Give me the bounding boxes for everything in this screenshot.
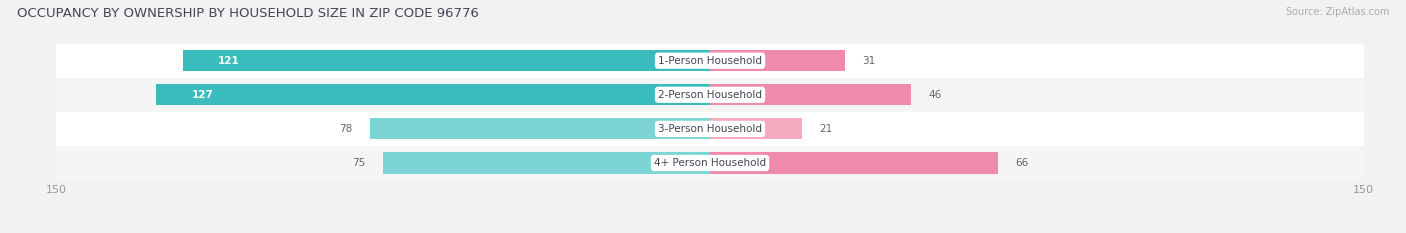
Text: 2-Person Household: 2-Person Household bbox=[658, 90, 762, 100]
Bar bbox=[156, 84, 710, 105]
Text: 121: 121 bbox=[218, 56, 239, 66]
Bar bbox=[370, 118, 710, 140]
Legend: Owner-occupied, Renter-occupied: Owner-occupied, Renter-occupied bbox=[593, 230, 827, 233]
Text: 3-Person Household: 3-Person Household bbox=[658, 124, 762, 134]
Text: 31: 31 bbox=[862, 56, 876, 66]
Text: 4+ Person Household: 4+ Person Household bbox=[654, 158, 766, 168]
Bar bbox=[710, 50, 845, 71]
Text: OCCUPANCY BY OWNERSHIP BY HOUSEHOLD SIZE IN ZIP CODE 96776: OCCUPANCY BY OWNERSHIP BY HOUSEHOLD SIZE… bbox=[17, 7, 479, 20]
Text: 78: 78 bbox=[339, 124, 353, 134]
Bar bbox=[56, 78, 1364, 112]
Text: 66: 66 bbox=[1015, 158, 1028, 168]
Bar bbox=[710, 118, 801, 140]
Text: 127: 127 bbox=[191, 90, 214, 100]
Bar bbox=[710, 84, 911, 105]
Text: 46: 46 bbox=[928, 90, 941, 100]
Bar bbox=[56, 146, 1364, 180]
Bar bbox=[382, 152, 710, 174]
Bar bbox=[56, 112, 1364, 146]
Bar bbox=[183, 50, 710, 71]
Bar bbox=[56, 44, 1364, 78]
Bar bbox=[710, 152, 998, 174]
Text: 75: 75 bbox=[353, 158, 366, 168]
Text: Source: ZipAtlas.com: Source: ZipAtlas.com bbox=[1285, 7, 1389, 17]
Text: 1-Person Household: 1-Person Household bbox=[658, 56, 762, 66]
Text: 21: 21 bbox=[818, 124, 832, 134]
